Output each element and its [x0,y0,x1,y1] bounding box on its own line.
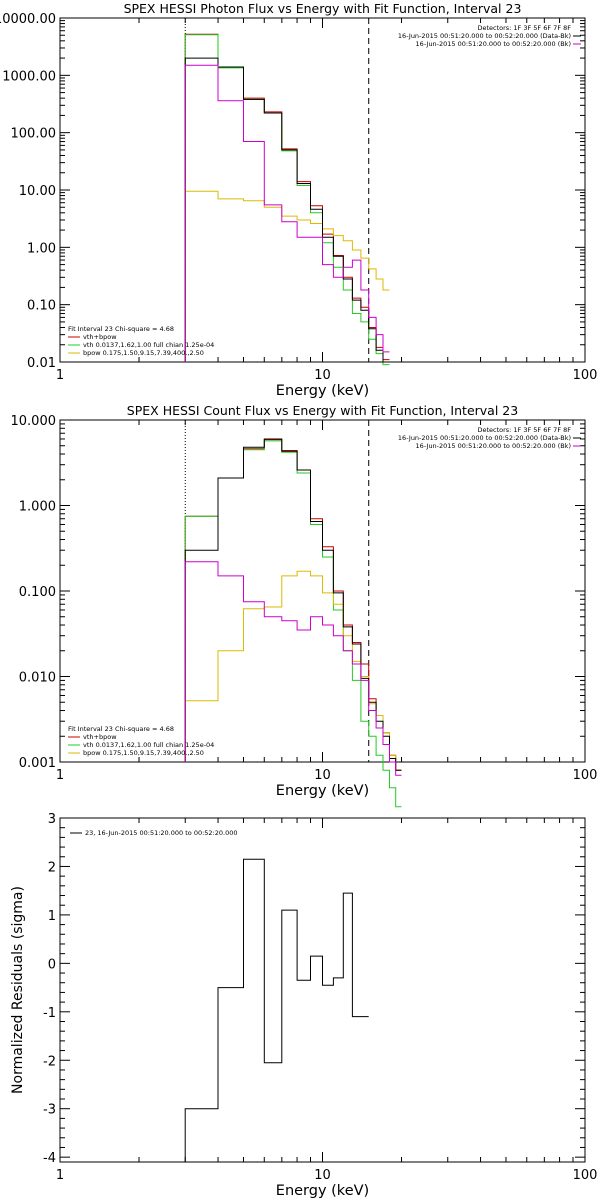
chart-title: SPEX HESSI Photon Flux vs Energy with Fi… [124,1,522,16]
x-tick-label: 10 [314,1168,331,1183]
x-tick-label: 100 [573,1168,598,1183]
y-tick-label: 0.010 [19,671,56,686]
series-bk-line [184,561,402,776]
legend-entry: 23, 16-Jun-2015 00:51:20.000 to 00:52:20… [85,829,237,837]
chart-panel-3: 1 10 100 -4 -3 -2 -1 0 1 2 3 Energy (keV) Normalized… [10,812,597,1199]
series-sum-line [184,33,390,362]
info-line: 16-Jun-2015 00:51:20.000 to 00:52:20.000… [416,40,571,48]
y-tick-label: 10.00 [19,184,56,199]
y-tick-label: 1.00 [27,241,56,256]
legend-entry: vth 0.0137,1.62,1.00 full chian 1.25e-04 [83,341,214,349]
chart-panel-2: 1 10 100 0.001 0.010 0.100 1.000 10.000 SPEX HES… [11,403,598,808]
legend-entry: vth+bpow [83,733,117,741]
plot-frame [59,817,586,1163]
info-line: Detectors: 1F 3F 5F 6F 7F 8F [477,24,571,32]
y-tick-label: 2 [48,860,56,875]
series-total-line [184,438,402,771]
y-tick-label: 0.001 [19,756,56,771]
y-tick-label: 10.000 [11,414,57,429]
x-tick-label: 10 [314,368,331,383]
info-line: Detectors: 1F 3F 5F 6F 7F 8F [477,426,571,434]
info-line: 16-Jun-2015 00:51:20.000 to 00:52:20.000… [398,32,571,40]
y-tick-label: -1 [43,1006,56,1021]
legend-entry: vth+bpow [83,333,117,341]
series-vth-line [184,34,390,366]
y-tick-label: -3 [43,1103,56,1118]
info-line: 16-Jun-2015 00:51:20.000 to 00:52:20.000… [416,442,571,450]
series-total-line [184,57,390,363]
legend-entry: vth 0.0137,1.62,1.00 full chian 1.25e-04 [83,741,214,749]
x-axis-label: Energy (keV) [276,1183,369,1199]
x-tick-label: 100 [573,368,598,383]
legend-heading: Fit Interval 23 Chi-square = 4.68 [68,725,174,733]
chart-panel-1: 1 10 100 0.01 0.10 1.00 10.00 100.00 1000.00 1000… [0,1,597,399]
x-tick-label: 10 [314,768,331,783]
y-tick-label: -2 [43,1054,56,1069]
chart-title: SPEX HESSI Count Flux vs Energy with Fit… [127,403,518,418]
legend-entry: bpow 0.175,1.50,9.15,7.39,400.,2.50 [83,749,204,757]
y-tick-label: 1.000 [19,500,56,515]
y-tick-label: 3 [48,812,56,827]
series-total-line [184,858,369,1162]
y-tick-label: -4 [43,1151,56,1166]
legend-entry: bpow 0.175,1.50,9.15,7.39,400.,2.50 [83,349,204,357]
info-line: 16-Jun-2015 00:51:20.000 to 00:52:20.000… [398,434,571,442]
x-axis-label: Energy (keV) [276,383,369,399]
x-tick-label: 1 [56,368,64,383]
y-tick-label: 1 [48,909,56,924]
series-bk-line [184,64,390,362]
x-tick-label: 100 [573,768,598,783]
y-tick-label: 10000.00 [0,12,56,27]
y-tick-label: 0 [48,957,56,972]
y-tick-label: 0.100 [19,585,56,600]
y-tick-label: 0.10 [27,299,56,314]
y-axis-label: Normalized Residuals (sigma) [10,886,26,1094]
x-tick-label: 1 [56,768,64,783]
y-tick-label: 0.01 [27,356,56,371]
y-tick-label: 100.00 [11,127,57,142]
series-bpow-line [184,190,390,362]
plot-frame [59,17,586,363]
x-tick-label: 1 [56,1168,64,1183]
x-axis-label: Energy (keV) [276,783,369,799]
y-tick-label: 1000.00 [2,69,56,84]
series-vth-line [184,440,402,808]
legend-heading: Fit Interval 23 Chi-square = 4.68 [68,325,174,333]
